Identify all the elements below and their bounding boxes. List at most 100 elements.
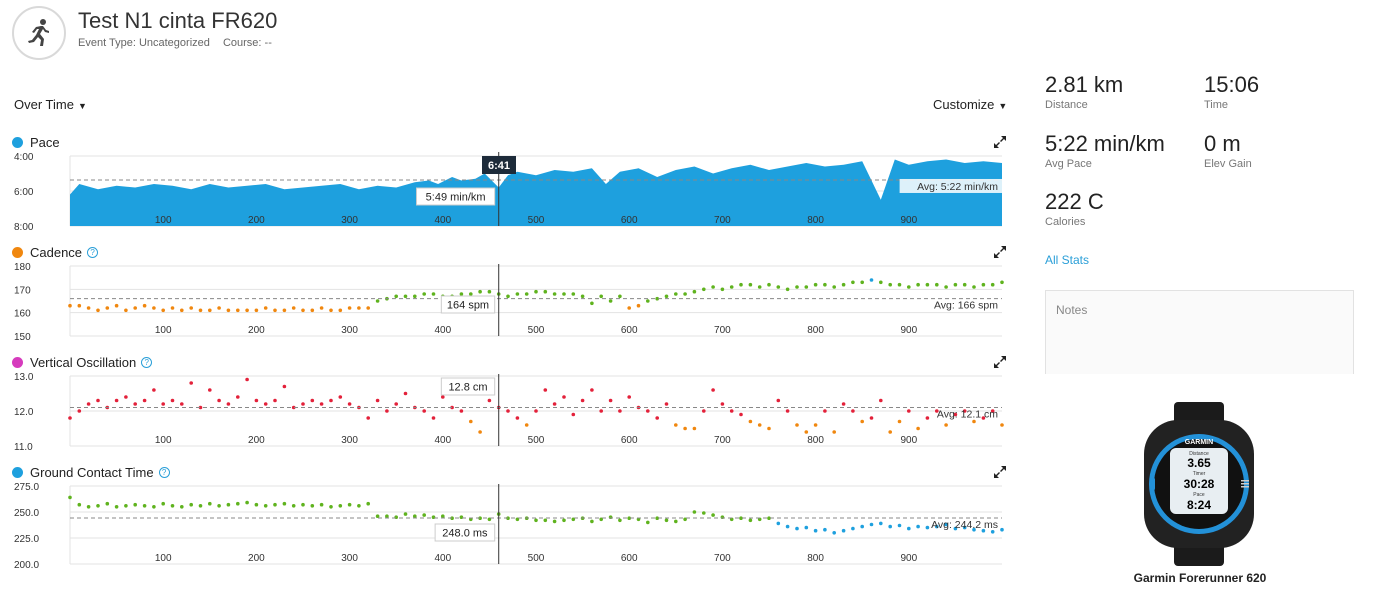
expand-icon[interactable]	[993, 355, 1007, 369]
data-point	[245, 308, 249, 313]
data-point	[776, 398, 781, 403]
data-point	[702, 511, 706, 515]
ground-contact-time-chart-title: Ground Contact Time	[30, 464, 154, 480]
vertical-oscillation-plot[interactable]: 13.0 12.0 11.0 100 200 300 400 500 600 700 800 900 A…	[12, 372, 1007, 452]
data-point	[972, 419, 976, 424]
data-point	[580, 398, 585, 403]
event-type[interactable]: Event Type: Uncategorized	[78, 37, 210, 49]
notes-field[interactable]: Notes	[1045, 290, 1354, 374]
data-point	[208, 501, 212, 506]
data-point	[580, 294, 585, 299]
data-point	[543, 518, 548, 523]
x-tick-label: 300	[341, 325, 358, 336]
activity-title[interactable]: Test N1 cinta FR620	[78, 8, 278, 33]
data-point	[785, 524, 790, 529]
watch-screen-value: 8:24	[1187, 498, 1211, 512]
data-point	[813, 282, 818, 287]
data-point	[962, 525, 967, 530]
data-point	[506, 409, 510, 413]
watch-screen-value: 3.65	[1187, 456, 1211, 470]
y-tick-label: 11.0	[14, 442, 33, 452]
data-point	[245, 500, 249, 505]
x-tick-label: 100	[155, 553, 172, 564]
pace-chart-title: Pace	[30, 134, 60, 150]
cursor-value-box	[434, 523, 496, 542]
watch-menu-icon	[1241, 486, 1249, 488]
data-point	[236, 308, 240, 313]
data-point	[1000, 280, 1004, 285]
y-tick-label: 160	[14, 309, 31, 320]
data-point	[897, 523, 902, 528]
data-point	[310, 504, 315, 508]
expand-icon[interactable]	[993, 465, 1007, 479]
data-point	[627, 306, 631, 310]
data-point	[142, 398, 147, 403]
ground-contact-time-plot[interactable]: 275.0 250.0 225.0 200.0 100 200 300 400 500 600 70…	[12, 482, 1007, 570]
data-point	[478, 516, 482, 520]
data-point	[608, 398, 613, 403]
pace-plot[interactable]: 4:00 6:00 8:00 100 200 300 400 500 600 700 800 900 A…	[12, 152, 1007, 232]
data-point	[851, 409, 855, 413]
stat-label: Avg Pace	[1045, 158, 1092, 170]
data-point	[282, 384, 287, 389]
data-point	[851, 280, 855, 285]
watch-screen-label: Timer	[1193, 471, 1206, 477]
cursor-value-box	[440, 377, 496, 396]
average-label: Avg: 244.2 ms	[931, 519, 998, 531]
data-point	[571, 412, 576, 417]
y-tick-label: 13.0	[14, 372, 34, 383]
data-point	[972, 285, 976, 289]
data-point	[347, 306, 352, 310]
data-point	[291, 405, 296, 410]
data-point	[301, 308, 305, 313]
data-point	[226, 402, 231, 406]
data-point	[608, 299, 613, 303]
data-point	[142, 303, 147, 308]
data-point	[487, 398, 492, 403]
data-point	[422, 513, 427, 517]
data-point	[431, 292, 436, 296]
data-point	[627, 395, 631, 399]
x-tick-label: 400	[434, 325, 451, 336]
help-icon[interactable]: ?	[87, 246, 99, 258]
average-label-bg	[899, 178, 1002, 193]
data-point	[506, 294, 510, 299]
data-point	[683, 426, 687, 431]
data-point	[692, 289, 697, 294]
data-point	[655, 416, 659, 420]
y-tick-label: 225.0	[14, 534, 39, 545]
all-stats-link[interactable]: All Stats	[1045, 253, 1090, 267]
help-icon[interactable]: ?	[158, 466, 170, 478]
data-point	[767, 282, 771, 287]
data-point	[655, 296, 659, 301]
watch-screen-label: Distance	[1189, 451, 1209, 457]
x-tick-label: 600	[621, 215, 638, 226]
data-point	[907, 285, 911, 289]
x-tick-label: 100	[155, 435, 172, 446]
data-point	[282, 501, 287, 506]
data-point	[888, 430, 892, 434]
average-label: Avg: 166 spm	[934, 300, 998, 312]
cadence-plot[interactable]: 180 170 160 150 100 200 300 400 500 600 700 800 900 A…	[12, 262, 1007, 342]
help-icon[interactable]: ?	[141, 356, 153, 368]
course[interactable]: Course: --	[222, 37, 272, 49]
x-tick-label: 200	[248, 215, 265, 226]
data-point	[152, 306, 156, 310]
over-time-dropdown[interactable]: Over Time ▼	[14, 97, 87, 112]
data-point	[441, 514, 445, 518]
data-point	[152, 505, 156, 509]
customize-label: Customize	[933, 97, 995, 112]
notes-placeholder: Notes	[1056, 303, 1088, 317]
cursor-value-label: 12.8 cm	[448, 382, 487, 394]
expand-icon[interactable]	[993, 245, 1007, 259]
data-point	[562, 292, 566, 296]
watch-menu-icon	[1241, 483, 1249, 485]
data-point	[77, 409, 82, 413]
data-point	[114, 398, 119, 403]
vertical-oscillation-chart-title: Vertical Oscillation	[30, 354, 137, 370]
data-point	[897, 419, 902, 424]
cursor-value-box	[440, 295, 496, 314]
expand-icon[interactable]	[993, 135, 1007, 149]
data-point	[776, 285, 781, 289]
customize-dropdown[interactable]: Customize ▼	[933, 97, 1007, 112]
